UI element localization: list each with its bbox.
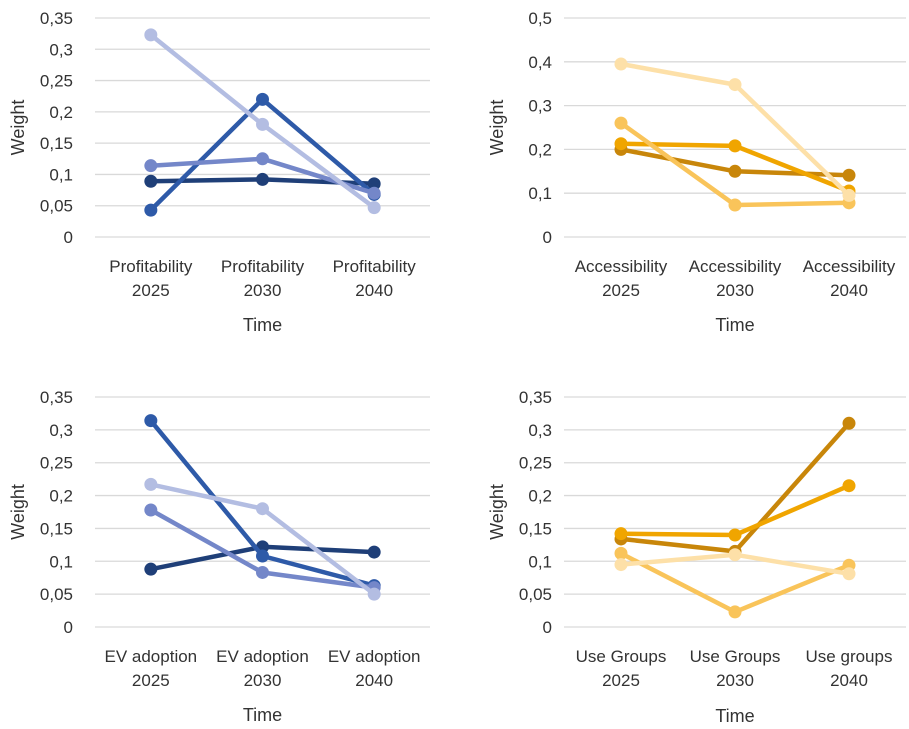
y-tick-label: 0,3: [528, 97, 552, 116]
y-tick-label: 0,15: [40, 134, 73, 153]
series-3-point: [614, 546, 628, 560]
y-tick-label: 0,2: [528, 487, 552, 506]
series-1-point: [367, 545, 381, 559]
y-tick-label: 0,05: [519, 585, 552, 604]
y-tick-label: 0,1: [49, 552, 73, 571]
x-tick-label: EV adoption 2025: [105, 647, 198, 690]
series-2-point: [614, 527, 628, 541]
series-4-point: [728, 78, 742, 92]
y-tick-label: 0,3: [49, 40, 73, 59]
series-3-point: [256, 565, 269, 579]
chart-3: 0 0,05 0,1 0,15 0,2 0,25 0,3 0,35 EV adoption 202…: [8, 388, 430, 725]
series-4-point: [842, 188, 856, 202]
y-tick-label: 0,25: [40, 72, 73, 91]
series-1-point: [367, 177, 381, 191]
y-tick-label: 0,35: [40, 9, 73, 28]
y-tick-label: 0,3: [528, 421, 552, 440]
y-tick-label: 0,05: [40, 197, 73, 216]
x-tick-label: Profitability 2025: [109, 257, 193, 300]
y-tick-label: 0,1: [528, 184, 552, 203]
series-3-point: [144, 159, 158, 173]
series-2-point: [144, 203, 158, 217]
series-1-point: [842, 416, 856, 430]
x-tick-label: Accessibility 2025: [575, 257, 668, 300]
y-axis-title: Weight: [487, 484, 507, 540]
series-2-point: [842, 479, 856, 493]
series-1-point: [144, 562, 158, 576]
series-1-point: [256, 172, 269, 186]
x-axis-title: Time: [715, 706, 754, 726]
series-2-point: [256, 92, 269, 106]
x-tick-label: Accessibility 2030: [689, 257, 782, 300]
series-3-point: [728, 605, 742, 619]
y-tick-label: 0: [543, 228, 552, 247]
y-tick-label: 0,35: [40, 388, 73, 407]
x-tick-label: Use Groups 2030: [690, 647, 781, 690]
series-4-point: [367, 587, 381, 601]
y-tick-label: 0,25: [519, 454, 552, 473]
x-tick-label: EV adoption 2040: [328, 647, 421, 690]
y-tick-label: 0,3: [49, 421, 73, 440]
series-2-point: [728, 139, 742, 153]
series-4-point: [614, 558, 628, 572]
y-tick-label: 0,5: [528, 9, 552, 28]
series-4-point: [256, 502, 269, 516]
x-axis-title: Time: [243, 315, 282, 335]
series-2-line: [618, 483, 852, 538]
y-tick-label: 0: [64, 228, 73, 247]
y-tick-label: 0,1: [49, 165, 73, 184]
y-axis-title: Weight: [8, 100, 28, 156]
series-4-point: [842, 567, 856, 581]
series-2-point: [144, 414, 158, 428]
series-2-point: [728, 528, 742, 542]
x-tick-label: Use groups 2040: [806, 647, 893, 690]
series-1-point: [728, 164, 742, 178]
series-3-point: [614, 116, 628, 130]
x-tick-label: EV adoption 2030: [216, 647, 309, 690]
series-4-point: [256, 117, 269, 131]
series-4-point: [144, 477, 158, 491]
x-axis-title: Time: [243, 705, 282, 725]
x-tick-label: Profitability 2040: [333, 257, 417, 300]
series-1-point: [144, 174, 158, 188]
y-tick-label: 0,25: [40, 454, 73, 473]
y-tick-label: 0,2: [528, 140, 552, 159]
y-tick-label: 0,1: [528, 552, 552, 571]
series-1-point: [842, 168, 856, 182]
chart-4: 0 0,05 0,1 0,15 0,2 0,25 0,3 0,35 Use Groups 2025…: [487, 388, 906, 726]
y-tick-label: 0,2: [49, 487, 73, 506]
series-4-point: [367, 201, 381, 215]
x-tick-label: Profitability 2030: [221, 257, 305, 300]
chart-1: 0 0,05 0,1 0,15 0,2 0,25 0,3 0,35 Profitability 2…: [8, 9, 430, 335]
y-tick-label: 0,05: [40, 585, 73, 604]
y-axis-title: Weight: [8, 484, 28, 540]
series-4-point: [614, 57, 628, 71]
y-tick-label: 0,15: [519, 519, 552, 538]
series-4-point: [728, 548, 742, 562]
y-tick-label: 0,2: [49, 103, 73, 122]
y-axis-title: Weight: [487, 100, 507, 156]
x-tick-label: Accessibility 2040: [803, 257, 896, 300]
y-tick-label: 0,4: [528, 53, 552, 72]
series-3-point: [367, 186, 381, 200]
series-3-point: [144, 503, 158, 517]
y-tick-label: 0,15: [40, 519, 73, 538]
x-axis-title: Time: [715, 315, 754, 335]
series-2-point: [256, 549, 269, 563]
y-tick-label: 0,35: [519, 388, 552, 407]
x-tick-label: Use Groups 2025: [576, 647, 667, 690]
y-tick-label: 0: [64, 618, 73, 637]
chart-2: 0 0,1 0,2 0,3 0,4 0,5 Accessibility 2025 Accessi…: [487, 9, 906, 335]
y-tick-label: 0: [543, 618, 552, 637]
series-3-point: [728, 198, 742, 212]
series-3-point: [256, 152, 269, 166]
series-2-point: [614, 137, 628, 151]
series-4-point: [144, 28, 158, 42]
